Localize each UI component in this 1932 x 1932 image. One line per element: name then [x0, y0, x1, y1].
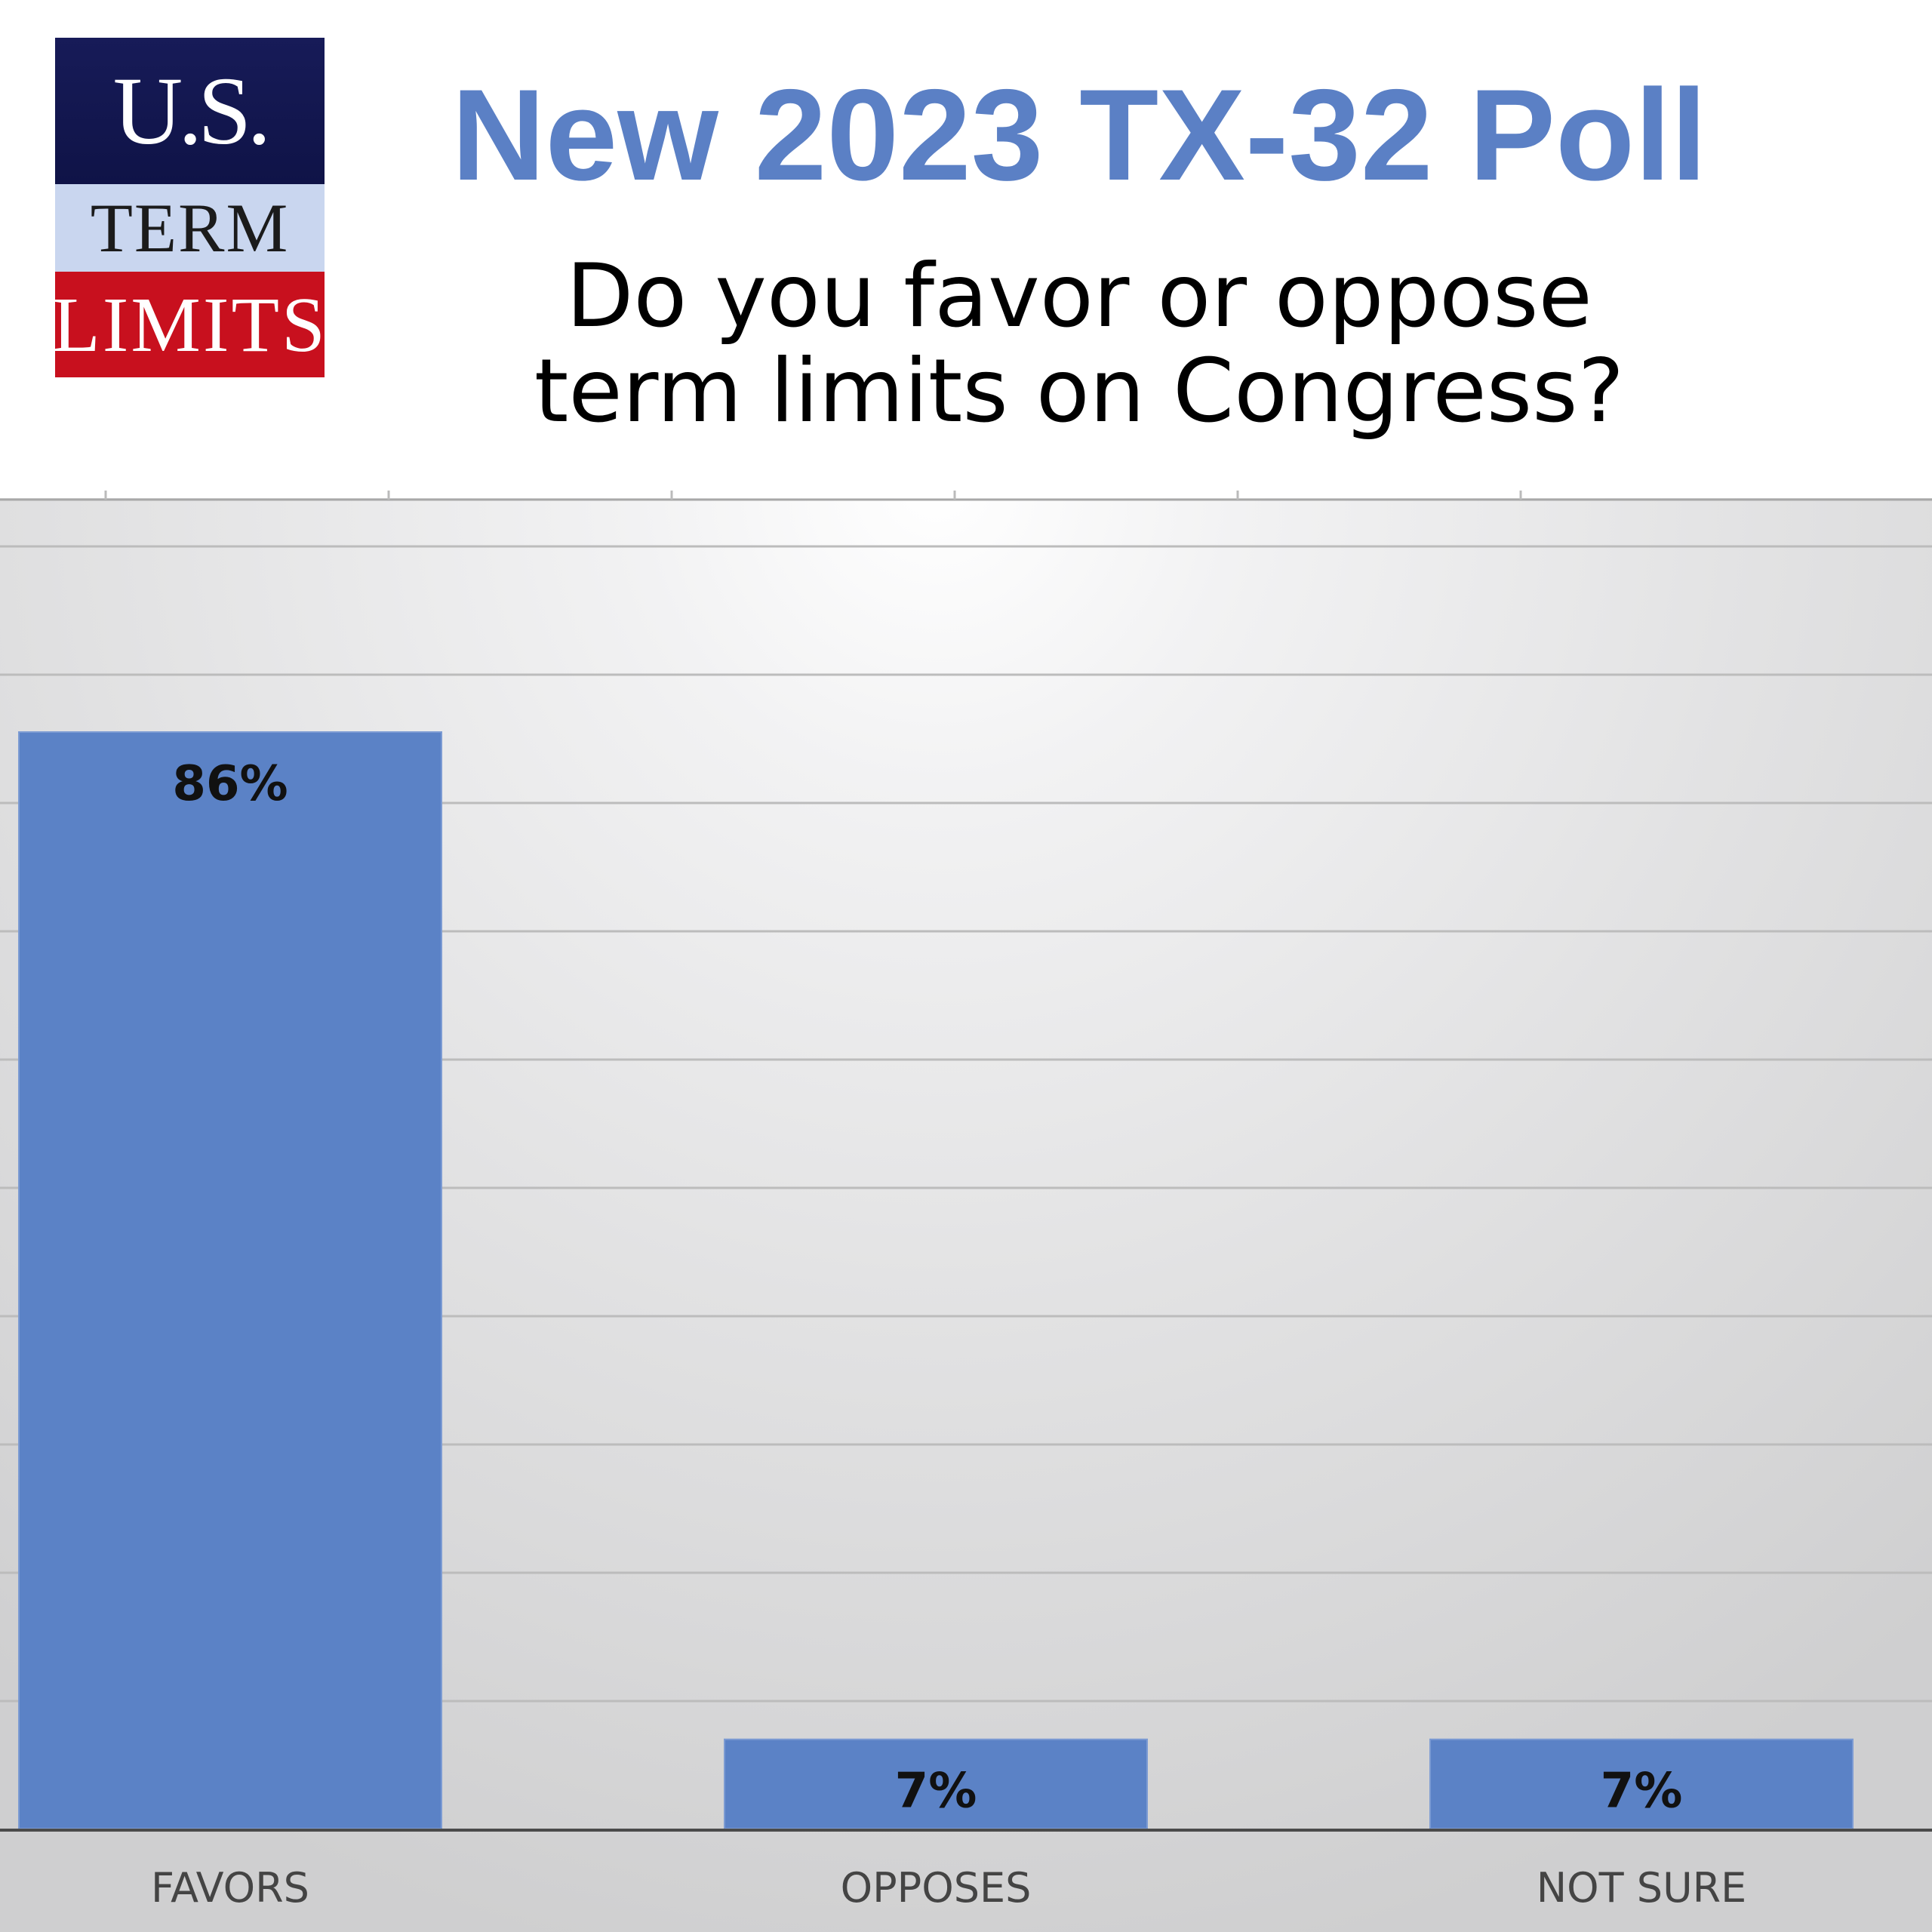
logo-limits-band: LIMITS [55, 272, 325, 377]
bars [18, 731, 1854, 1830]
bar-opposes [724, 1738, 1148, 1830]
subtitle-line-1: Do you favor or oppose [566, 245, 1592, 347]
logo-term-band: TERM [55, 184, 325, 272]
us-term-limits-logo: U.S. TERM LIMITS [55, 38, 325, 377]
data-label: 86% [172, 756, 288, 812]
x-tick-label: OPPOSES [841, 1864, 1032, 1912]
x-tick-label: FAVORS [151, 1864, 309, 1912]
bar-not-sure [1429, 1738, 1854, 1830]
labels: 86% FAVORS 7% OPPOSES 7% NOT SURE [151, 756, 1746, 1912]
data-label: 7% [895, 1764, 977, 1820]
bar-favors [18, 731, 442, 1829]
x-tick-label: NOT SURE [1537, 1864, 1747, 1912]
chart-title: New 2023 TX-32 Poll [451, 63, 1707, 208]
chart-subtitle: Do you favor or oppose term limits on Co… [453, 249, 1706, 439]
subtitle-line-2: term limits on Congress? [534, 340, 1625, 442]
data-label: 7% [1601, 1764, 1683, 1820]
logo-us-band: U.S. [55, 38, 325, 184]
